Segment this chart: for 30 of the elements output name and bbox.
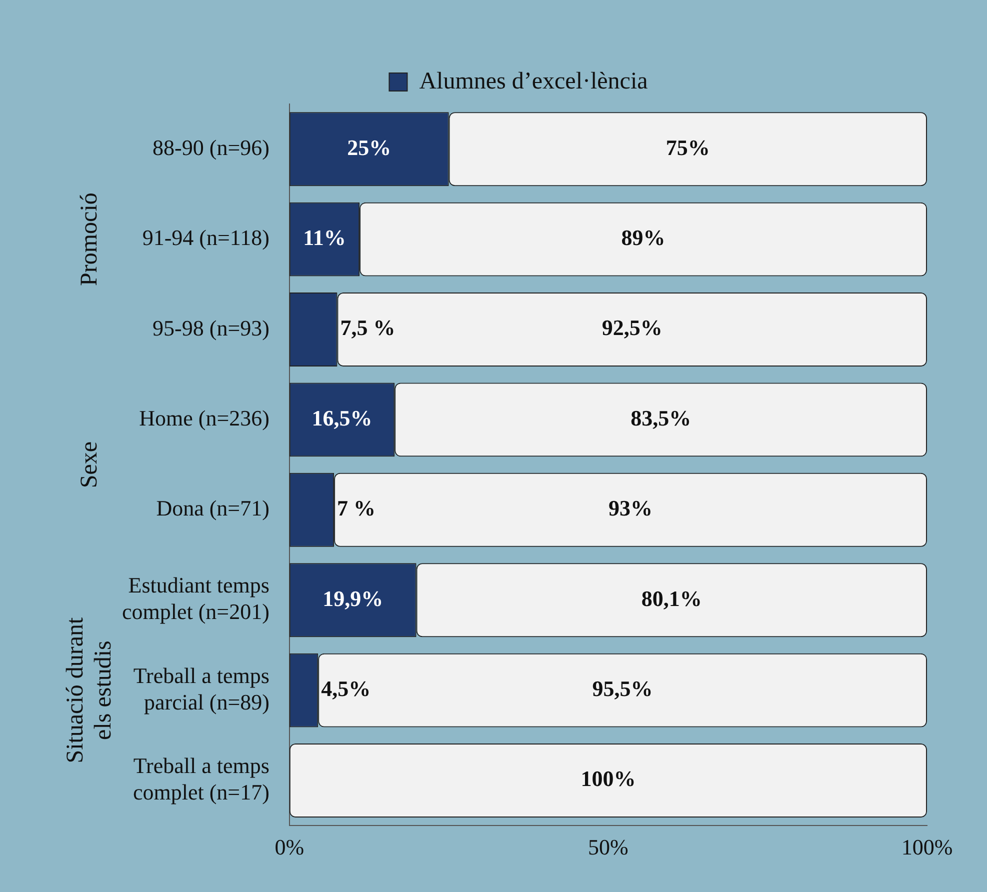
data-label: 16,5% (312, 405, 372, 430)
text: Sexe (76, 441, 102, 488)
x-tick-label: 100% (901, 834, 953, 860)
data-label: 93% (608, 496, 653, 521)
data-label: 7 % (337, 496, 376, 521)
data-label: 100% (580, 766, 636, 792)
data-label: 19,9% (322, 586, 384, 611)
y-tick-label: Dona (n=71) (156, 496, 270, 521)
data-label: 75% (666, 134, 710, 160)
data-label: 11% (303, 224, 346, 250)
y-tick-label: Home (n=236) (139, 405, 270, 430)
data-label: 4,5% (321, 676, 371, 701)
text: Situació durant els estudis (62, 616, 116, 764)
y-tick-label: 95-98 (n=93) (152, 315, 270, 340)
data-label: 7,5 % (340, 315, 396, 340)
legend-label: Alumnes d’excel·lència (419, 68, 648, 94)
y-tick-label: Treball a temps parcial (n=89) (133, 662, 270, 714)
y-tick-label: Estudiant temps complet (n=201) (122, 572, 270, 624)
y-tick-label: Treball a temps complet (n=17) (132, 753, 270, 804)
y-tick-label: 88-90 (n=96) (152, 134, 270, 160)
data-label: 80,1% (641, 586, 702, 611)
data-label: 25% (347, 134, 392, 160)
y-tick-label: 91-94 (n=118) (142, 225, 270, 250)
data-label: 89% (621, 224, 666, 250)
x-tick-label: 0% (274, 834, 304, 860)
data-label: 83,5% (630, 405, 692, 430)
text: Promoció (76, 192, 102, 286)
x-tick-label: 50% (588, 834, 628, 860)
data-label: 95,5% (592, 676, 653, 701)
data-label: 92,5% (602, 315, 662, 340)
